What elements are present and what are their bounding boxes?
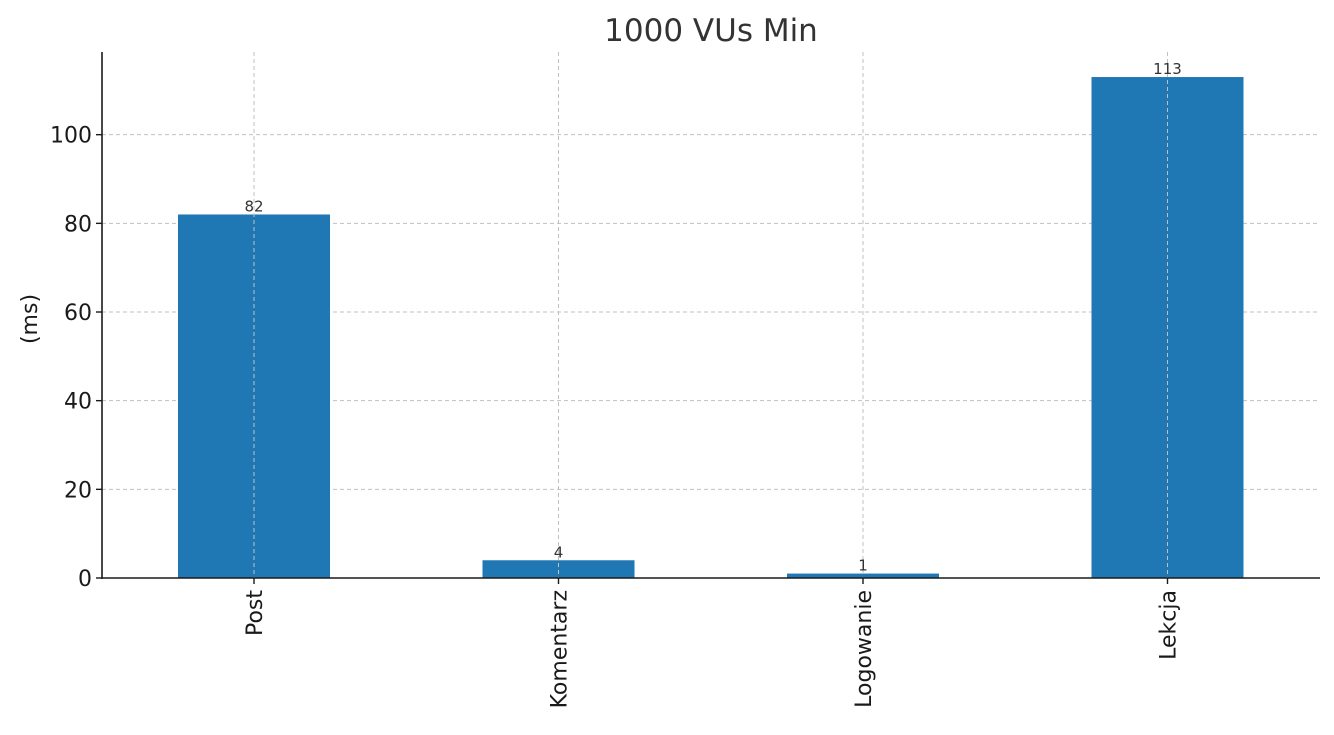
data-label: 82 — [244, 197, 263, 215]
data-labels: 82 4 1 113 — [244, 60, 1181, 575]
x-tick-label: Komentarz — [548, 590, 573, 708]
bar-komentarz — [482, 560, 635, 578]
y-tick-label: 20 — [64, 478, 92, 503]
vertical-grid-lines — [253, 52, 1168, 578]
bar-logowanie — [787, 573, 939, 578]
y-tick-label: 100 — [50, 124, 92, 149]
y-tick-label: 60 — [64, 301, 92, 326]
x-tick-label: Logowanie — [852, 590, 877, 708]
y-tick-label: 80 — [64, 212, 92, 237]
data-label: 1 — [858, 557, 868, 575]
x-tick-label: Post — [243, 590, 268, 636]
y-ticks: 0 20 40 60 80 100 — [50, 124, 102, 592]
x-tick-label: Lekcja — [1157, 590, 1182, 660]
y-tick-label: 0 — [78, 567, 92, 592]
y-axis-label: (ms) — [18, 294, 43, 344]
y-tick-label: 40 — [64, 390, 92, 415]
x-ticks: Post Komentarz Logowanie Lekcja — [243, 578, 1182, 708]
data-label: 4 — [554, 543, 564, 561]
chart-title: 1000 VUs Min — [604, 13, 818, 49]
data-label: 113 — [1153, 60, 1182, 78]
bars — [178, 77, 1244, 579]
